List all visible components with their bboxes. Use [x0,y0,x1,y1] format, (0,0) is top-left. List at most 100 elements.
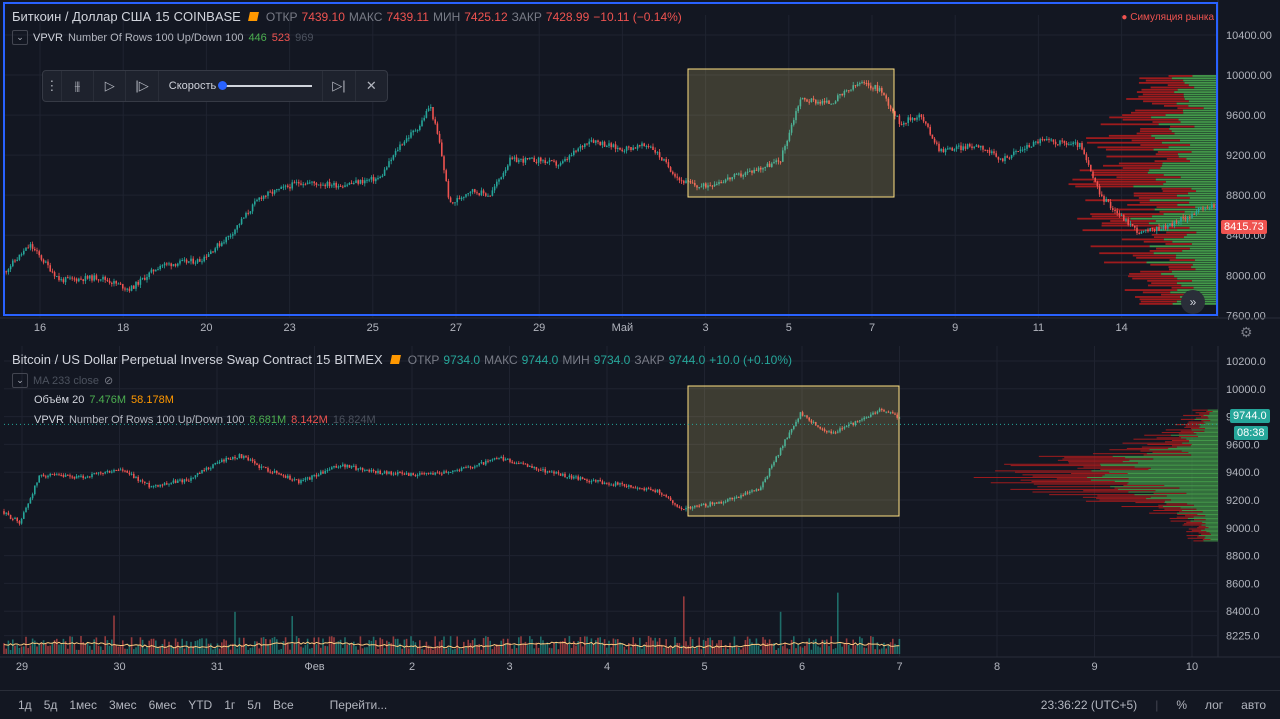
candle [436,123,439,134]
flag-icon[interactable] [247,12,259,21]
chart-pane-bottom[interactable]: 10200.010000.09800.09600.09400.09200.090… [0,346,1280,688]
candle [485,193,487,196]
volume-bar [216,643,219,654]
log-toggle[interactable]: лог [1204,698,1224,712]
gear-icon[interactable]: ⚙ [1240,324,1253,340]
candle [64,474,67,477]
candle [685,180,687,184]
period-button-8[interactable]: Все [272,698,294,712]
play-icon[interactable]: ▷ [94,71,127,101]
goto-date-button[interactable]: Перейти... [329,698,388,712]
chart-svg-top[interactable]: 10400.0010000.009600.009200.008800.00840… [0,0,1280,342]
drag-handle-icon[interactable]: ⋮ [43,71,62,101]
candle [711,185,714,187]
step-forward-icon[interactable]: |▷ [126,71,159,101]
vpvr-bar-up [1176,446,1218,448]
candle [115,469,117,471]
volume-bar [762,637,764,654]
candle [654,490,656,493]
candle [265,466,267,468]
volume-bar [731,646,733,654]
chart-pane-top[interactable]: 10400.00 10000.00 9600.00 9200.00 8800.00 840… [0,0,1280,342]
vpvr-bar-down [1109,116,1152,119]
vpvr-bar-up [1188,451,1218,453]
vpvr-legend-2[interactable]: VPVR Number Of Rows 100 Up/Down 100 8.68… [34,414,376,426]
candle [1015,151,1017,153]
vpvr-bar-up [1151,134,1218,137]
speed-control[interactable]: Скорость [159,71,324,101]
speed-slider-knob[interactable] [218,81,228,90]
candle [953,149,956,151]
candle [304,184,307,186]
auto-toggle[interactable]: авто [1241,698,1266,712]
volume-bar [47,646,49,654]
candle [335,182,337,188]
close-icon[interactable]: ✕ [365,78,377,93]
clock-timezone[interactable]: 23:36:22 (UTC+5) [1040,698,1138,712]
percent-toggle[interactable]: % [1176,698,1187,712]
vpvr-bar-down [1092,453,1147,455]
period-button-4[interactable]: 6мес [148,698,177,712]
volume-bar [172,646,175,654]
replay-toolbar[interactable]: ⋮ ⫵ ▷ |▷ Скорость ▷| ✕ [42,70,388,102]
volume-bar [570,647,573,654]
collapse-icon[interactable]: ⌄ [12,373,28,388]
candle [872,412,874,415]
period-button-2[interactable]: 1мес [69,698,97,712]
replay-select-bar-icon[interactable]: ⫵ [62,71,95,101]
candle [551,160,553,162]
speed-slider[interactable] [218,81,313,90]
candle [694,505,696,508]
scroll-to-realtime-icon[interactable]: » [1181,290,1205,314]
period-button-7[interactable]: 5л [247,698,261,712]
candle [1013,151,1015,155]
collapse-icon[interactable]: ⌄ [12,30,28,45]
volume-bar [753,644,755,654]
candle [9,266,12,270]
vpvr-bar-up [1112,455,1218,457]
vpvr-bar-up [1204,537,1218,539]
vpvr-bar-up [1182,109,1218,112]
candle [883,410,885,412]
symbol-title-2[interactable]: Bitcoin / US Dollar Perpetual Inverse Sw… [12,352,312,367]
jump-to-realtime-icon[interactable]: ▷| [323,71,356,101]
chart-svg-bottom[interactable]: 10200.010000.09800.09600.09400.09200.090… [0,346,1280,688]
vpvr-bar-down [1109,449,1150,451]
candle [1092,171,1094,178]
symbol-title[interactable]: Биткоин / Доллар США [12,9,152,24]
flag-icon[interactable] [389,355,401,364]
vpvr-bar-up [1184,210,1218,213]
candle [870,414,872,417]
vpvr-legend[interactable]: ⌄ VPVR Number Of Rows 100 Up/Down 100 44… [12,30,314,45]
low-value: 9734.0 [593,352,631,367]
candle [289,475,291,480]
candle [861,419,863,421]
candle [14,260,16,262]
candle [907,117,909,123]
vpvr-bar-up [1155,220,1218,222]
period-button-0[interactable]: 1д [18,698,32,712]
candle [1147,229,1149,232]
vpvr-bar-up [1205,536,1218,538]
candle [797,418,799,422]
candle [702,503,705,505]
volume-bar [841,646,843,654]
vpvr-bar-up [1153,458,1218,460]
volume-legend[interactable]: Объём 20 7.476M 58.178M [34,394,174,406]
period-button-6[interactable]: 1г [224,698,236,712]
candle [225,237,227,243]
volume-bar [238,637,241,654]
vpvr-bar-up [1195,268,1218,271]
period-button-3[interactable]: 3мес [108,698,137,712]
volume-bar [452,649,454,654]
candle [806,99,808,102]
period-button-1[interactable]: 5д [43,698,58,712]
candle [749,491,751,494]
candle [410,132,412,138]
hidden-eye-icon[interactable]: ⊘ [104,375,114,387]
candle [975,145,978,147]
vpvr-bar-down [1193,540,1204,542]
period-button-5[interactable]: YTD [188,698,213,712]
vpvr-bar-up [1158,123,1218,126]
ma-legend[interactable]: ⌄ MA 233 close ⊘ [12,373,113,388]
